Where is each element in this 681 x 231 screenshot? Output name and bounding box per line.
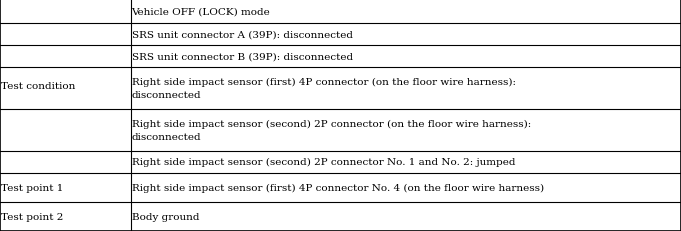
Text: Test point 1: Test point 1 (1, 183, 63, 192)
Text: Test condition: Test condition (1, 82, 75, 91)
Text: disconnected: disconnected (131, 91, 201, 100)
Text: Right side impact sensor (second) 2P connector No. 1 and No. 2: jumped: Right side impact sensor (second) 2P con… (131, 158, 515, 167)
Text: disconnected: disconnected (131, 133, 201, 142)
Text: Right side impact sensor (first) 4P connector No. 4 (on the floor wire harness): Right side impact sensor (first) 4P conn… (131, 183, 543, 192)
Text: SRS unit connector A (39P): disconnected: SRS unit connector A (39P): disconnected (131, 30, 353, 40)
Text: Body ground: Body ground (131, 212, 199, 221)
Text: Right side impact sensor (second) 2P connector (on the floor wire harness):: Right side impact sensor (second) 2P con… (131, 119, 530, 128)
Text: SRS unit connector B (39P): disconnected: SRS unit connector B (39P): disconnected (131, 52, 353, 61)
Text: Test point 2: Test point 2 (1, 212, 63, 221)
Text: Vehicle OFF (LOCK) mode: Vehicle OFF (LOCK) mode (131, 8, 270, 17)
Text: Right side impact sensor (first) 4P connector (on the floor wire harness):: Right side impact sensor (first) 4P conn… (131, 77, 516, 86)
